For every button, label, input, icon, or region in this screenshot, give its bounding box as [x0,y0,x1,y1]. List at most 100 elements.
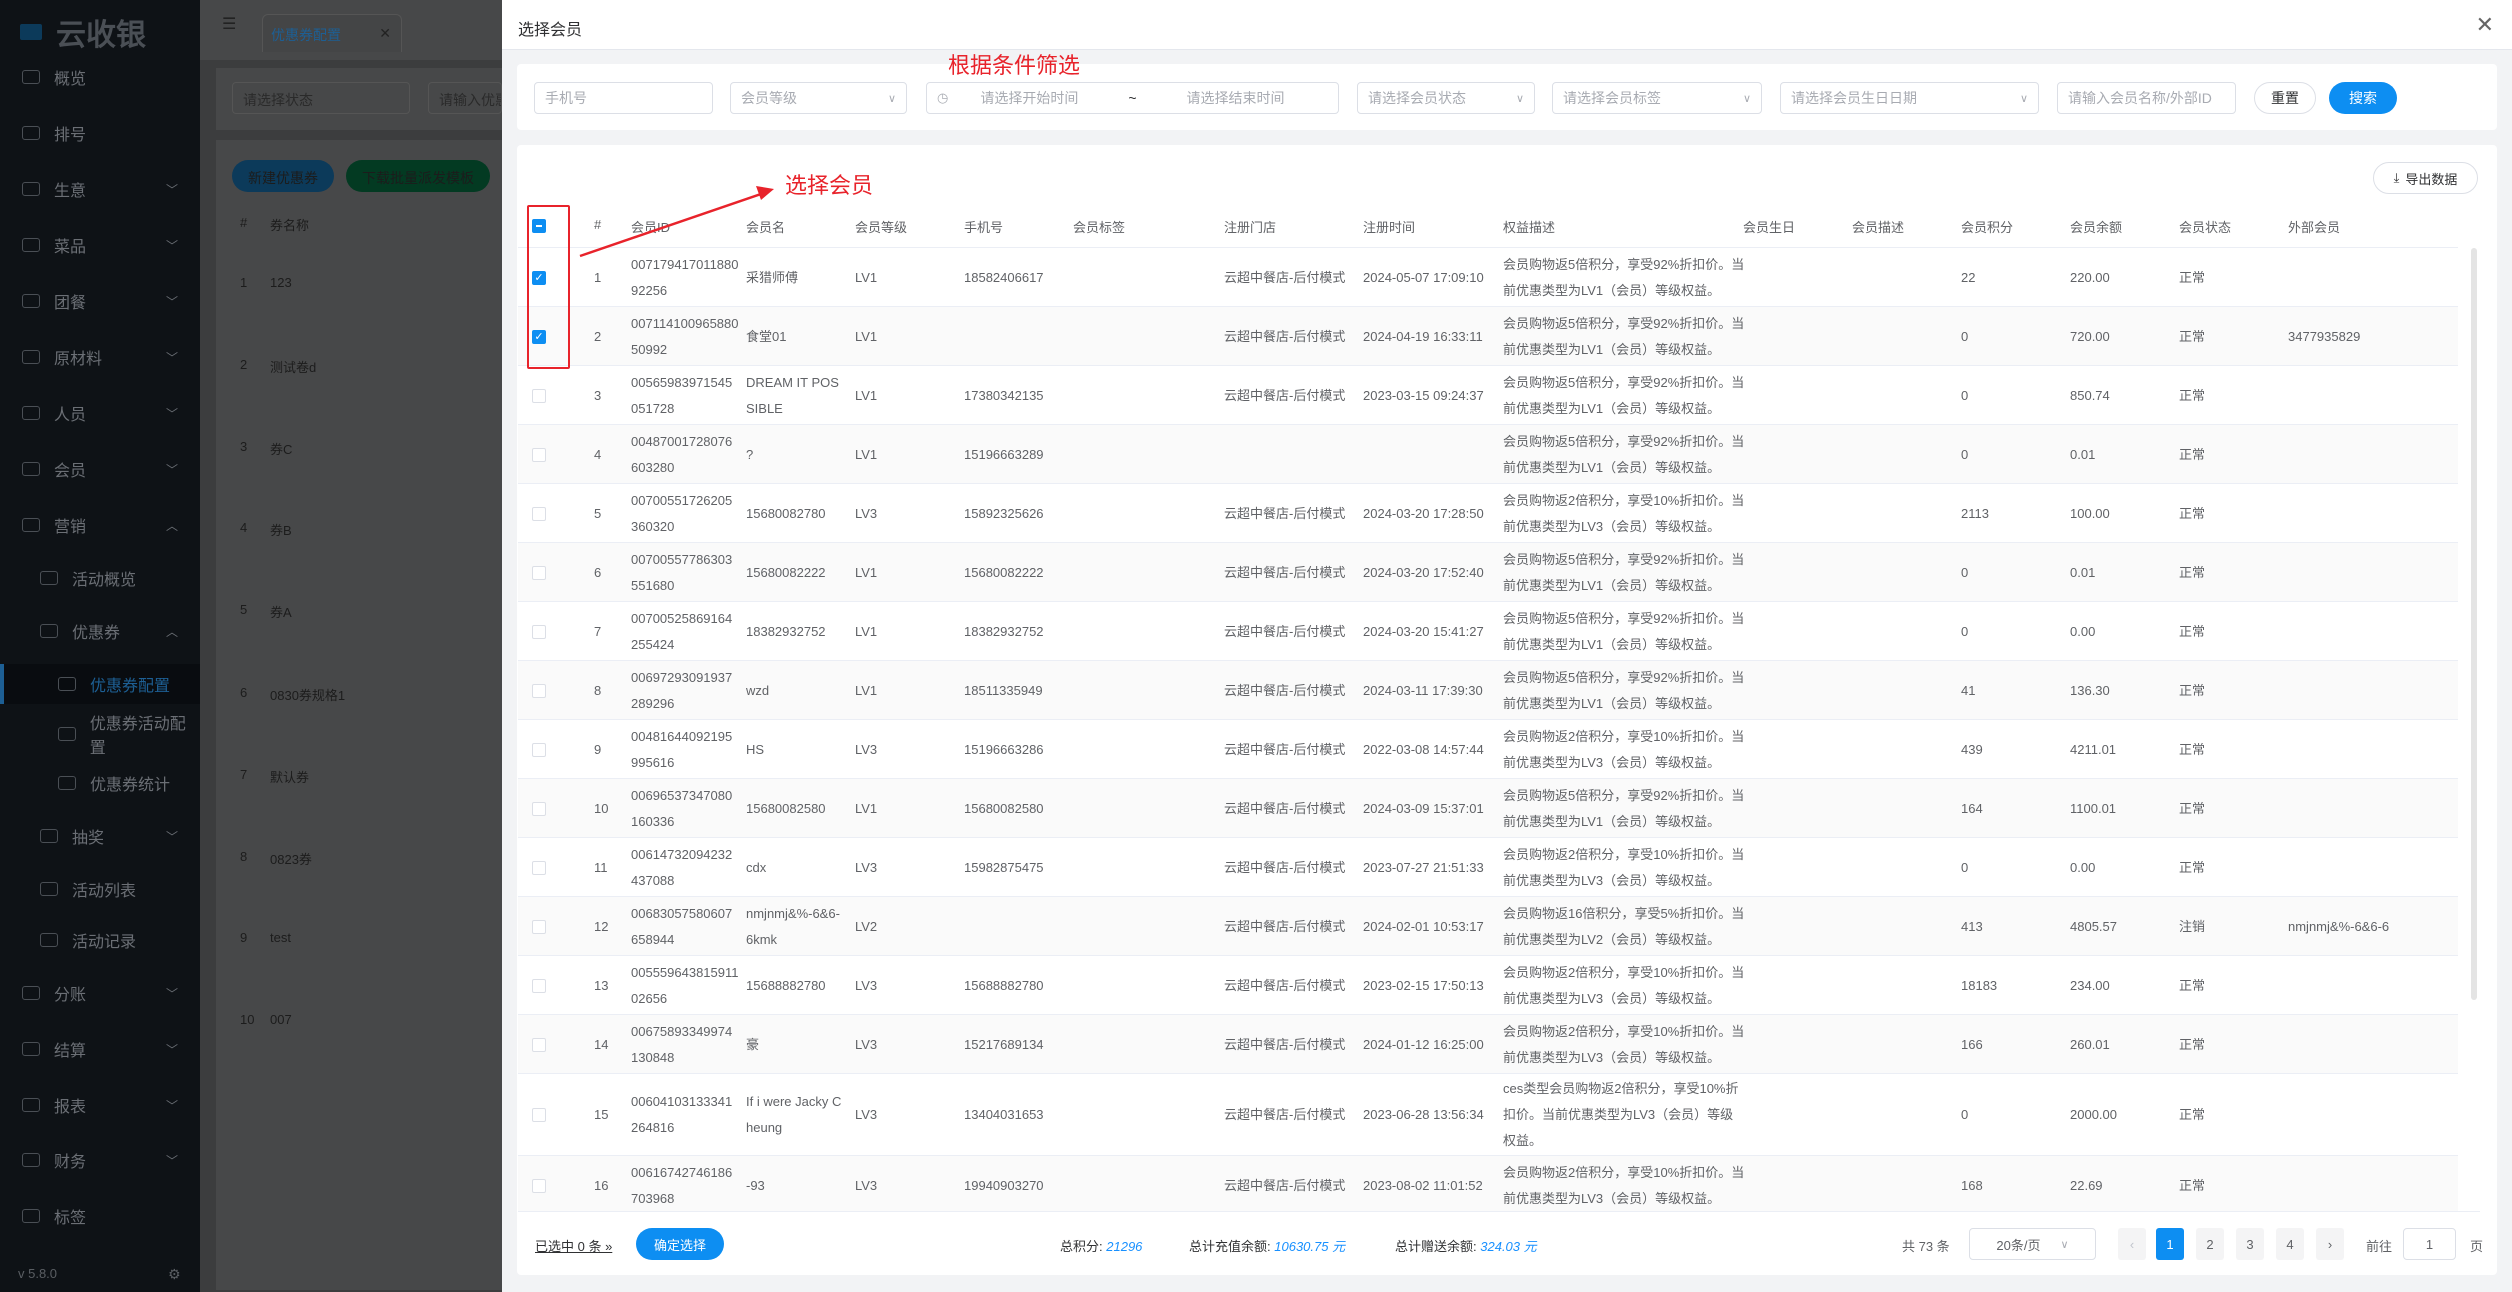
row-checkbox[interactable] [532,506,546,521]
confirm-select-button[interactable]: 确定选择 [636,1228,724,1260]
page-4-button[interactable]: 4 [2276,1228,2304,1260]
new-coupon-button[interactable]: 新建优惠券 [232,160,334,192]
table-row[interactable]: 14 00675893349974 130848 豪 LV3 15217689134 云超… [518,1015,2458,1074]
cell-balance: 2000.00 [2070,1107,2117,1122]
row-checkbox[interactable] [532,978,546,993]
cell-time: 2023-06-28 13:56:34 [1363,1107,1484,1122]
row-checkbox[interactable] [532,801,546,816]
table-row[interactable]: 4 00487001728076 603280? LV1 15196663289 会员购… [518,425,2458,484]
row-checkbox[interactable] [532,683,546,698]
row-checkbox[interactable] [532,1178,546,1193]
coupon-name-input[interactable]: 请输入优惠 [428,82,502,114]
column-header: 手机号 [964,220,1004,235]
level-select[interactable]: 会员等级 ∨ [730,82,907,114]
cell-points: 0 [1961,859,1969,875]
tab-coupon-config[interactable]: 优惠券配置 ✕ [262,14,402,52]
row-checkbox[interactable] [532,447,546,462]
row-checkbox[interactable] [532,1108,546,1122]
sidebar-item[interactable]: 排号 [0,113,200,153]
sidebar-item[interactable]: 财务 ﹀ [0,1140,200,1180]
sidebar-item[interactable]: 抽奖 ﹀ [0,816,200,856]
register-date-range[interactable]: ◷ 请选择开始时间 ~ 请选择结束时间 [926,82,1339,114]
table-row[interactable]: 11 00614732094232 437088 cdx LV3 15982875475… [518,838,2458,897]
birthday-select[interactable]: 请选择会员生日日期 ∨ [1780,82,2039,114]
table-row[interactable]: 3 00565983971545 051728 DREAM IT POS SIBLE… [518,366,2458,425]
sidebar-item-label: 团餐 [54,295,87,312]
sidebar-item[interactable]: 结算 ﹀ [0,1029,200,1069]
table-row[interactable]: 6 00700557786303 551680 15680082222 LV1 1568… [518,543,2458,602]
selected-count-link[interactable]: 已选中 0 条 » [535,1239,613,1254]
row-checkbox[interactable] [532,565,546,580]
reset-button[interactable]: 重置 [2254,82,2316,114]
sidebar-item[interactable]: 报表 ﹀ [0,1085,200,1125]
cell-id: 007179417011880 92256 [631,256,739,298]
table-row[interactable]: 15 00604103133341 264816 If i were Jacky C… [518,1074,2458,1156]
cell-no: 14 [594,1036,609,1052]
row-checkbox[interactable] [532,388,546,403]
page-2-button[interactable]: 2 [2196,1228,2224,1260]
search-button[interactable]: 搜索 [2329,82,2397,114]
sidebar-item[interactable]: 营销 ︿ [0,505,200,545]
row-checkbox[interactable]: ✓ [532,329,546,344]
name-id-input[interactable]: 请输入会员名称/外部ID [2057,82,2236,114]
status-select[interactable]: 请选择状态 [232,82,410,114]
sidebar-item[interactable]: 人员 ﹀ [0,393,200,433]
table-row[interactable]: 5 00700551726205 360320 15680082780 LV3 1589… [518,484,2458,543]
sidebar-item[interactable]: 优惠券活动配置 [0,714,200,757]
prev-page-button[interactable]: ‹ [2118,1228,2146,1260]
tag-select[interactable]: 请选择会员标签 ∨ [1552,82,1762,114]
table-row[interactable]: ✓ 1 007179417011880 92256 采猎师傅 LV1 1858240661… [518,248,2458,307]
sidebar-item[interactable]: 活动概览 [0,558,200,598]
goto-page-input[interactable]: 1 [2403,1228,2456,1260]
sidebar-item[interactable]: 优惠券统计 [0,763,200,803]
table-row[interactable]: 12 00683057580607 658944 nmjnmj&%-6&6- 6km… [518,897,2458,956]
menu-item-icon [22,294,40,308]
table-row[interactable]: 10 00696537347080 160336 15680082580 LV1 156… [518,779,2458,838]
sidebar-item[interactable]: 菜品 ﹀ [0,225,200,265]
row-checkbox[interactable] [532,624,546,639]
row-checkbox[interactable] [532,1037,546,1052]
row-checkbox[interactable] [532,742,546,757]
close-icon[interactable]: ✕ [2475,12,2494,37]
cell-store: 云超中餐店-后付模式 [1224,328,1346,344]
page-3-button[interactable]: 3 [2236,1228,2264,1260]
cell-no: 4 [594,446,602,462]
table-row[interactable]: 9 00481644092195 995616 HS LV3 15196663286 云超… [518,720,2458,779]
sidebar-item[interactable]: 分账 ﹀ [0,973,200,1013]
sidebar-item[interactable]: 会员 ﹀ [0,449,200,489]
sidebar-item[interactable]: 原材料 ﹀ [0,337,200,377]
status-select[interactable]: 请选择会员状态 ∨ [1357,82,1535,114]
menu-toggle-icon[interactable]: ☰ [222,16,237,33]
export-button[interactable]: ⤓ 导出数据 [2373,162,2478,194]
cell-name: 食堂01 [746,328,787,344]
sidebar-item[interactable]: 优惠券配置 [0,664,200,704]
page-1-button[interactable]: 1 [2156,1228,2184,1260]
row-checkbox[interactable]: ✓ [532,270,546,285]
sidebar-item-label: 活动概览 [72,572,137,589]
settings-icon[interactable]: ⚙ [168,1266,181,1282]
sidebar-item[interactable]: 概览 [0,57,200,97]
row-checkbox[interactable] [532,860,546,875]
table-row[interactable]: 7 00700525869164 255424 18382932752 LV1 1838… [518,602,2458,661]
close-tab-icon[interactable]: ✕ [379,25,391,41]
chevron-icon: ﹀ [165,238,178,253]
sidebar-item[interactable]: 团餐 ﹀ [0,281,200,321]
sidebar-item[interactable]: 生意 ﹀ [0,169,200,209]
page-size-select[interactable]: 20条/页 ∨ [1969,1228,2096,1260]
sidebar-item[interactable]: 优惠券 ︿ [0,611,200,651]
next-page-button[interactable]: › [2316,1228,2344,1260]
phone-input[interactable]: 手机号 [534,82,713,114]
select-all-checkbox[interactable] [532,219,546,233]
cell-store: 云超中餐店-后付模式 [1224,800,1346,816]
sidebar-item[interactable]: 标签 [0,1196,200,1236]
download-template-button[interactable]: 下载批量派发模板 [346,160,490,192]
cell-points: 18183 [1961,977,1998,993]
sidebar-item[interactable]: 活动记录 [0,920,200,960]
row-checkbox[interactable] [532,919,546,934]
table-row[interactable]: 8 00697293091937 289296 wzd LV1 18511335949 云… [518,661,2458,720]
table-row[interactable]: 13 005559643815911 02656 15688882780 LV3 156… [518,956,2458,1015]
sidebar-item[interactable]: 活动列表 [0,869,200,909]
table-row[interactable]: ✓ 2 007114100965880 50992 食堂01 LV1 云超中餐店-后付模式… [518,307,2458,366]
table-row[interactable]: 16 00616742746186 703968 -93 LV3 19940903270… [518,1156,2458,1212]
table-scrollbar[interactable] [2471,248,2477,1000]
